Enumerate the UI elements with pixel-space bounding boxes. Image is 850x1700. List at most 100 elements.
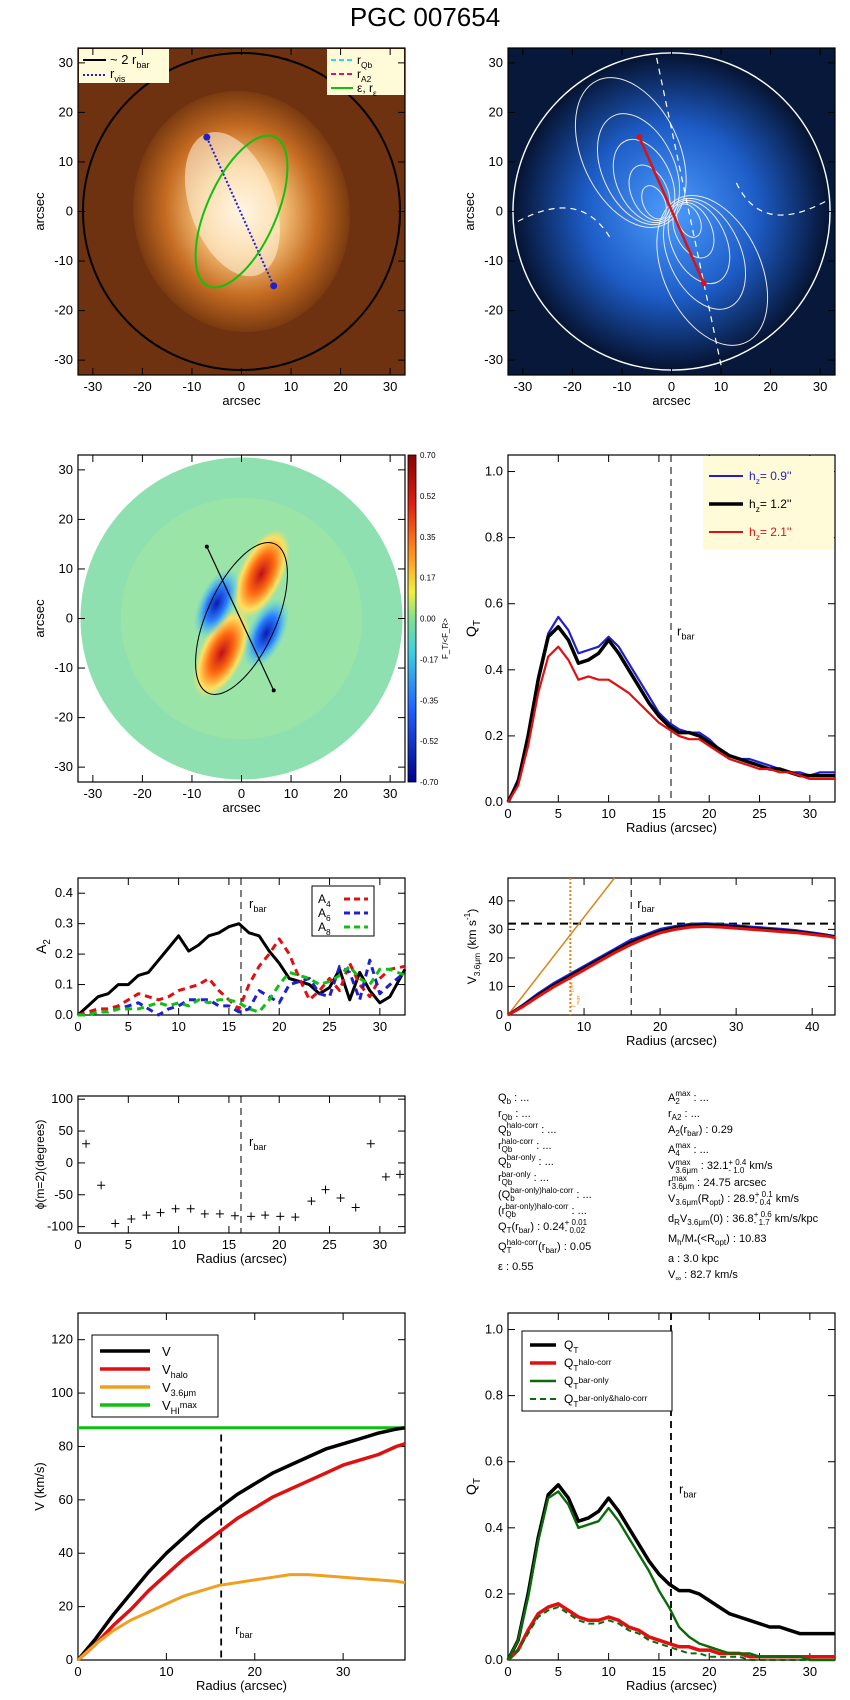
bar-line xyxy=(205,136,275,287)
parameter-line: A 2 (rbar) : 0.29 xyxy=(668,1122,733,1139)
x-tick-label: -10 xyxy=(183,379,202,394)
legend-label-part: 3.6μm xyxy=(171,1388,196,1398)
x-tick-label: 30 xyxy=(803,1664,817,1679)
legend-label-part: z xyxy=(756,476,760,486)
legend-label-part: halo-corr xyxy=(578,1357,611,1367)
series-line xyxy=(78,964,406,1017)
y-tick-label: -20 xyxy=(54,710,73,725)
parameter-text: b xyxy=(506,1097,512,1107)
y-tick-label: -20 xyxy=(54,303,73,318)
y-tick-label: 100 xyxy=(51,1091,73,1106)
x-tick-label: 15 xyxy=(222,1237,236,1252)
x-tick-label: 10 xyxy=(601,806,615,821)
rmax-label-part: r xyxy=(570,1004,577,1007)
parameter-text: 2 xyxy=(675,1122,679,1138)
legend-label-part: h xyxy=(749,525,756,539)
x-tick-label: 20 xyxy=(272,1019,286,1034)
parameter-text: + 0.1- 0.4 xyxy=(755,1190,773,1207)
parameter-text: bar xyxy=(518,1225,531,1235)
colorbar-tick-label: 0.52 xyxy=(420,492,436,501)
x-tick-label: 30 xyxy=(373,1237,387,1252)
legend-label-part: T xyxy=(573,1363,578,1373)
legend-label-part: Q xyxy=(564,1392,573,1406)
parameter-line: (r bar-only)halo-corr Qb : ... xyxy=(498,1201,587,1219)
y-axis-label: arcsec xyxy=(32,192,47,231)
positive-lobe xyxy=(193,608,251,698)
parameter-line: r A2 : ... xyxy=(668,1108,700,1123)
x-tick-label: 20 xyxy=(702,1664,716,1679)
y-axis-label: A2 xyxy=(33,939,53,954)
galaxy-core xyxy=(184,132,280,277)
legend-label: A6 xyxy=(318,906,331,923)
data-point xyxy=(307,1197,316,1206)
colorbar-tick-label: -0.35 xyxy=(420,696,439,705)
colorbar-tick-label: 0.17 xyxy=(420,574,436,583)
parameter-text: opt xyxy=(709,1197,721,1207)
y-axis-label: ϕ(m=2)(degrees) xyxy=(33,1120,47,1210)
bar-endpoint xyxy=(636,134,643,141)
y-tick-label: -10 xyxy=(54,253,73,268)
x-axis-label: Radius (arcsec) xyxy=(626,1033,717,1048)
x-tick-label: 5 xyxy=(125,1237,132,1252)
colorbar-label: F_T/<F_R> xyxy=(441,618,450,659)
parameter-text: T xyxy=(507,1219,512,1235)
y-tick-label: -30 xyxy=(54,352,73,367)
y-axis-label-part: A xyxy=(33,944,49,954)
y-axis-label-part: ) xyxy=(465,909,479,913)
parameter-line: (Q bar-only)halo-corr b : ... xyxy=(498,1185,592,1203)
parameter-text: Qb xyxy=(501,1145,513,1155)
legend-label-part: = 0.9'' xyxy=(760,469,792,483)
parameter-text: max 2 xyxy=(675,1090,690,1106)
ellipse-fit xyxy=(195,541,288,696)
rmax-label-part: max xyxy=(576,995,581,1005)
colorbar xyxy=(407,454,417,783)
parameter-text: + 0.4 xyxy=(728,1157,747,1167)
chart-force_ratio_map: -30 -20 -10 0 10 20 30 -30 -20 -10 0 10 20 30 arcsec ar… xyxy=(32,451,450,815)
legend-label-part: 4 xyxy=(326,899,331,909)
y-tick-label: 30 xyxy=(59,462,73,477)
parameter-text: Qb xyxy=(505,1209,516,1219)
legend-label: V xyxy=(162,1344,171,1359)
chart-contour_panel: -30 -20 -10 0 10 20 30 -30 -20 -10 0 10 20 30 arcsec ar… xyxy=(462,47,836,408)
legend-label-part: z xyxy=(756,532,760,542)
rbar-label-part: r xyxy=(677,623,682,638)
y-tick-label: 40 xyxy=(59,1545,73,1560)
y-tick-label: 0.0 xyxy=(485,1652,503,1667)
parameter-text: max xyxy=(675,1141,691,1151)
parameter-line: r bar-only Qb : ... xyxy=(498,1169,549,1187)
legend-label-part: Qb xyxy=(361,60,373,70)
bar-line xyxy=(638,136,705,284)
x-tick-label: -30 xyxy=(83,786,102,801)
bar-line xyxy=(206,546,275,691)
x-tick-label: 0 xyxy=(238,379,245,394)
y-axis-label-part: 3.6μm xyxy=(472,953,482,976)
y-tick-label: 20 xyxy=(59,1599,73,1614)
y-tick-label: 40 xyxy=(489,893,503,908)
legend-label-part: 8 xyxy=(326,927,331,937)
legend-label: ~ 2 rbar xyxy=(110,52,150,70)
parameter-text: max xyxy=(675,1089,691,1099)
parameter-text: b xyxy=(507,1090,511,1106)
legend-label-part: T xyxy=(573,1345,578,1355)
x-tick-label: 10 xyxy=(159,1664,173,1679)
parameter-text: ∞ xyxy=(675,1274,682,1284)
bar-endpoint xyxy=(270,282,278,290)
legend-label-part: bar-only xyxy=(578,1375,609,1385)
y-tick-label: 0.1 xyxy=(55,977,73,992)
data-point xyxy=(366,1139,375,1148)
bar-endpoint xyxy=(203,133,211,141)
contour-line xyxy=(574,77,687,228)
parameter-text: 2 xyxy=(675,1129,680,1139)
parameter-text: bar-only xyxy=(501,1169,531,1179)
rbar-label: rbar xyxy=(637,896,655,914)
x-tick-label: 30 xyxy=(383,379,397,394)
parameter-text: bar-only)halo-corr xyxy=(510,1185,574,1195)
y-tick-label: 0.2 xyxy=(55,946,73,961)
parameter-text: * xyxy=(693,1238,697,1248)
series-line xyxy=(507,922,836,1017)
legend-label: VHImax xyxy=(162,1398,197,1416)
chart-qt_hz: 0 5 10 15 20 25 30 0.0 0.2 0.4 0.6 0.8 1.0 Radius (ar… xyxy=(463,454,836,835)
parameter-text: + 0.6 xyxy=(753,1209,772,1219)
